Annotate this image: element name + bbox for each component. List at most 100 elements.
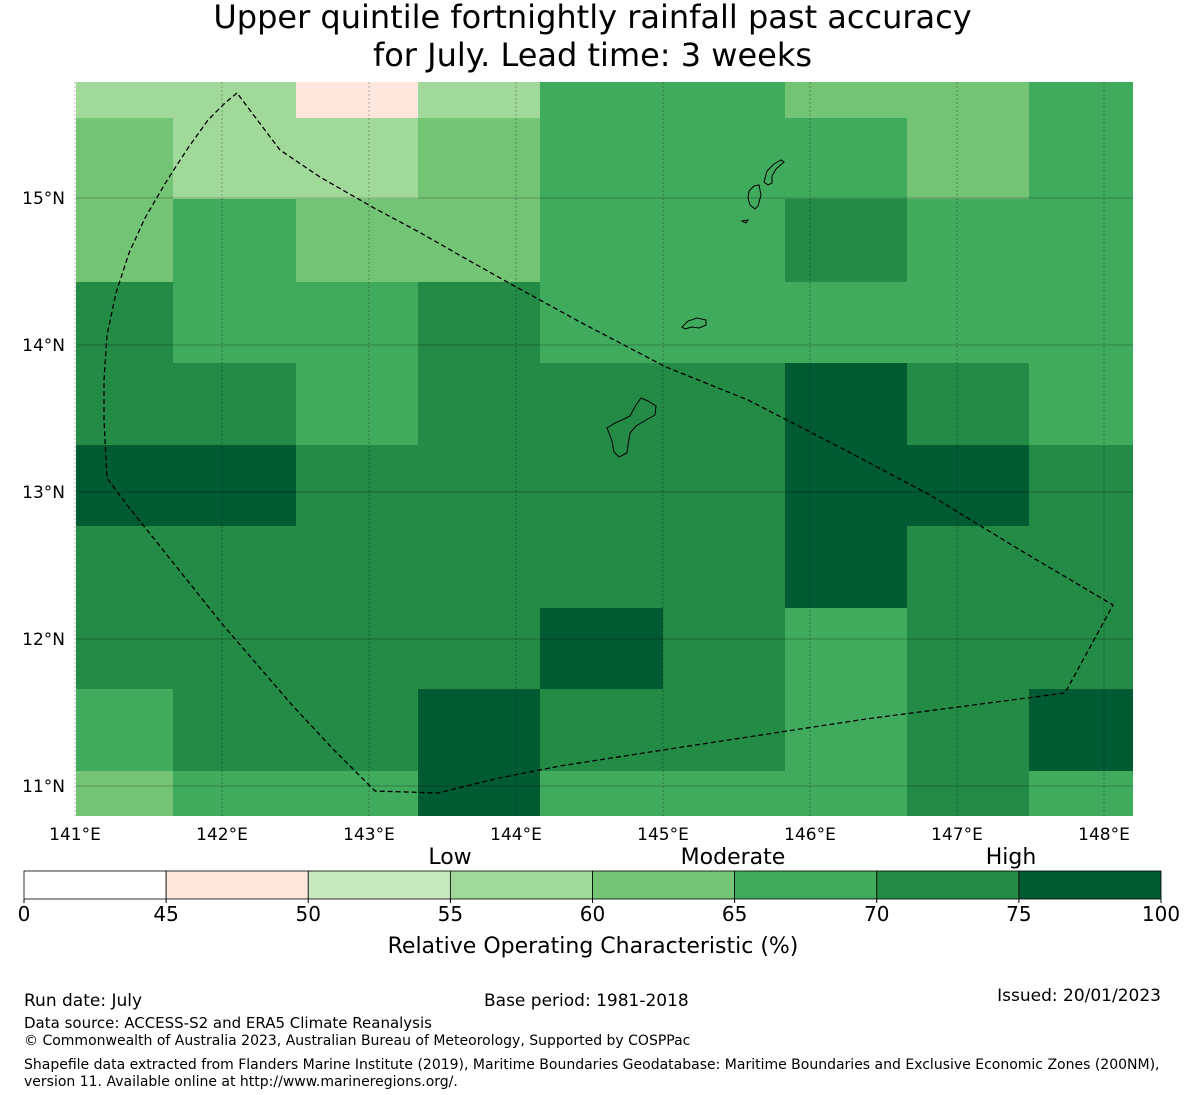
latitude-tick-label: 15°N — [22, 189, 65, 209]
colorbar-segment — [734, 870, 878, 900]
grid-cell — [76, 199, 173, 282]
guam-island — [606, 397, 657, 458]
colorbar-axis-label: Relative Operating Characteristic (%) — [388, 934, 799, 959]
colorbar-tick-label: 50 — [296, 902, 321, 926]
grid-cell — [296, 445, 418, 526]
colorbar-segment — [165, 870, 309, 900]
grid-cell — [540, 608, 663, 689]
grid-cell — [663, 118, 785, 199]
grid-cell — [296, 118, 418, 199]
grid-cell — [663, 771, 785, 816]
grid-cell — [785, 363, 907, 445]
shapefile-credit-text: Shapefile data extracted from Flanders M… — [24, 1057, 1160, 1090]
colorbar-tick-label: 45 — [153, 902, 178, 926]
grid-cell — [663, 282, 785, 363]
grid-cell — [540, 199, 663, 282]
grid-cell — [418, 282, 540, 363]
colorbar-segment — [876, 870, 1020, 900]
grid-cell — [785, 282, 907, 363]
grid-cell — [173, 118, 296, 199]
grid-cell — [663, 689, 785, 771]
grid-cell — [173, 608, 296, 689]
grid-cell — [418, 689, 540, 771]
grid-cell — [907, 689, 1029, 771]
grid-cell — [907, 199, 1029, 282]
grid-cell — [785, 771, 907, 816]
colorbar-tick-label: 60 — [580, 902, 605, 926]
roc-map-figure: 141°E 142°E 143°E 144°E 145°E 146°E 147°E 148°E… — [18, 82, 1180, 959]
grid-cell — [1029, 526, 1133, 608]
grid-cell — [76, 82, 173, 118]
grid-cell — [418, 82, 540, 118]
grid-cell — [540, 82, 663, 118]
grid-cell — [1029, 689, 1133, 771]
grid-cell — [418, 526, 540, 608]
grid-cell — [1029, 82, 1133, 118]
latitude-tick-label: 14°N — [22, 336, 65, 356]
grid-cell — [907, 526, 1029, 608]
grid-cell — [540, 118, 663, 199]
grid-cell — [785, 608, 907, 689]
grid-cell — [663, 526, 785, 608]
grid-cell — [76, 282, 173, 363]
eez-boundary — [103, 92, 1114, 794]
grid-cell — [173, 282, 296, 363]
grid-cell — [418, 608, 540, 689]
run-date-text: Run date: July — [24, 991, 143, 1011]
grid-cell — [76, 771, 173, 816]
grid-cell — [663, 445, 785, 526]
grid-cell — [785, 689, 907, 771]
map-title-line-1: Upper quintile fortnightly rainfall past… — [213, 0, 972, 36]
grid-cell — [76, 363, 173, 445]
latitude-tick-label: 13°N — [22, 483, 65, 503]
grid-cell — [296, 608, 418, 689]
category-low-label: Low — [428, 845, 471, 870]
grid-cell — [173, 199, 296, 282]
grid-cell — [540, 526, 663, 608]
lat-lon-gridlines — [74, 82, 1133, 816]
grid-cell — [76, 608, 173, 689]
grid-cell — [76, 526, 173, 608]
grid-cell — [540, 689, 663, 771]
colorbar-segment — [592, 870, 736, 900]
grid-cell — [418, 199, 540, 282]
tinian-island — [747, 184, 762, 210]
grid-cell — [76, 445, 173, 526]
grid-cell — [173, 689, 296, 771]
grid-cell — [907, 82, 1029, 118]
grid-cell — [785, 199, 907, 282]
longitude-tick-label: 142°E — [196, 825, 248, 845]
grid-cell — [418, 445, 540, 526]
grid-cell — [663, 82, 785, 118]
colorbar-tick-label: 70 — [864, 902, 889, 926]
grid-cell — [76, 118, 173, 199]
grid-cell — [296, 282, 418, 363]
grid-cell — [296, 771, 418, 816]
colorbar-tick-label: 75 — [1006, 902, 1031, 926]
category-high-label: High — [986, 845, 1037, 870]
grid-cell — [540, 282, 663, 363]
roc-grid-cells — [76, 82, 1133, 816]
grid-cell — [173, 363, 296, 445]
copyright-text: © Commonwealth of Australia 2023, Austra… — [24, 1033, 691, 1049]
rota-island — [681, 317, 707, 330]
latitude-tick-label: 11°N — [22, 777, 65, 797]
saipan-island — [763, 159, 785, 186]
colorbar-tick-label: 55 — [438, 902, 463, 926]
grid-cell — [296, 526, 418, 608]
category-moderate-label: Moderate — [681, 845, 786, 870]
grid-cell — [296, 82, 418, 118]
grid-cell — [785, 118, 907, 199]
grid-cell — [1029, 363, 1133, 445]
grid-cell — [907, 771, 1029, 816]
colorbar-tick-label: 100 — [1142, 902, 1180, 926]
longitude-tick-label: 141°E — [49, 825, 101, 845]
colorbar-segment — [23, 870, 167, 900]
grid-cell — [1029, 282, 1133, 363]
colorbar-tick-label: 0 — [18, 902, 31, 926]
grid-cell — [296, 199, 418, 282]
longitude-tick-label: 143°E — [343, 825, 395, 845]
grid-cell — [1029, 771, 1133, 816]
colorbar-segment — [307, 870, 451, 900]
grid-cell — [907, 445, 1029, 526]
